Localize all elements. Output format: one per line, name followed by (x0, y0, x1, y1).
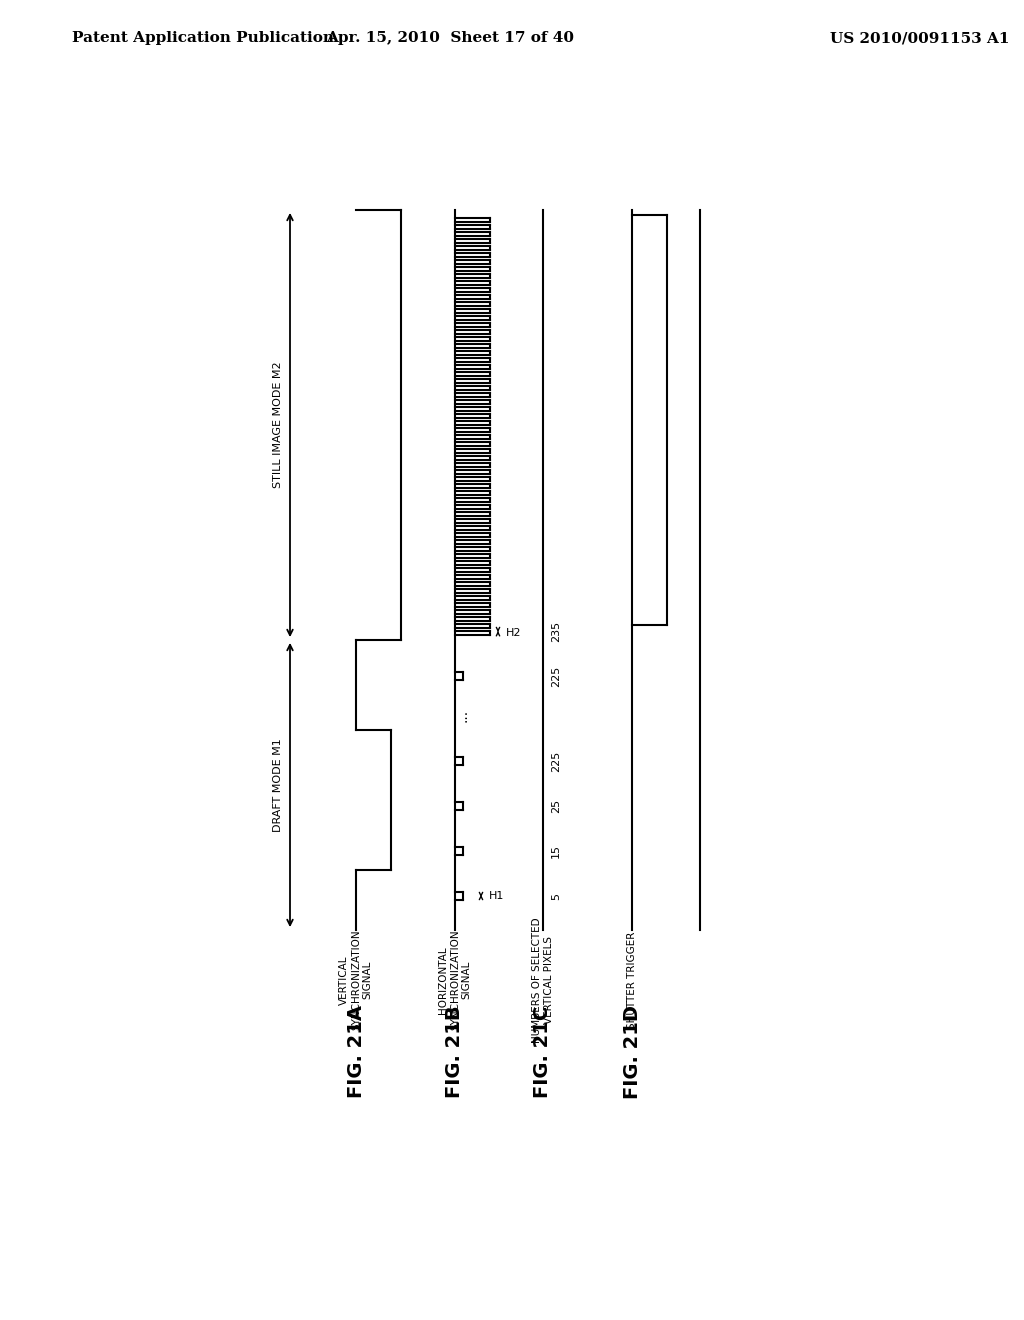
Text: NUMBERS OF SELECTED
VERTICAL PIXELS: NUMBERS OF SELECTED VERTICAL PIXELS (532, 917, 554, 1043)
Text: 225: 225 (551, 750, 561, 772)
Text: HORIZONTAL
SYNCHRONIZATION
SIGNAL: HORIZONTAL SYNCHRONIZATION SIGNAL (438, 929, 472, 1031)
Text: 15: 15 (551, 843, 561, 858)
Text: SHUTTER TRIGGER: SHUTTER TRIGGER (627, 932, 637, 1028)
Text: 225: 225 (551, 665, 561, 686)
Text: 25: 25 (551, 799, 561, 813)
Text: US 2010/0091153 A1: US 2010/0091153 A1 (830, 30, 1010, 45)
Text: FIG. 21A: FIG. 21A (346, 1006, 366, 1098)
Text: 235: 235 (551, 620, 561, 642)
Text: Apr. 15, 2010  Sheet 17 of 40: Apr. 15, 2010 Sheet 17 of 40 (326, 30, 574, 45)
Text: FIG. 21C: FIG. 21C (534, 1006, 553, 1098)
Text: H1: H1 (489, 891, 505, 902)
Text: Patent Application Publication: Patent Application Publication (72, 30, 334, 45)
Text: ...: ... (455, 709, 469, 722)
Text: H2: H2 (506, 628, 521, 638)
Text: DRAFT MODE M1: DRAFT MODE M1 (273, 738, 283, 832)
Text: FIG. 21B: FIG. 21B (445, 1006, 465, 1098)
Text: STILL IMAGE MODE M2: STILL IMAGE MODE M2 (273, 362, 283, 488)
Text: VERTICAL
SYNCHRONIZATION
SIGNAL: VERTICAL SYNCHRONIZATION SIGNAL (339, 929, 373, 1031)
Text: FIG. 21D: FIG. 21D (623, 1005, 641, 1100)
Text: 5: 5 (551, 892, 561, 899)
